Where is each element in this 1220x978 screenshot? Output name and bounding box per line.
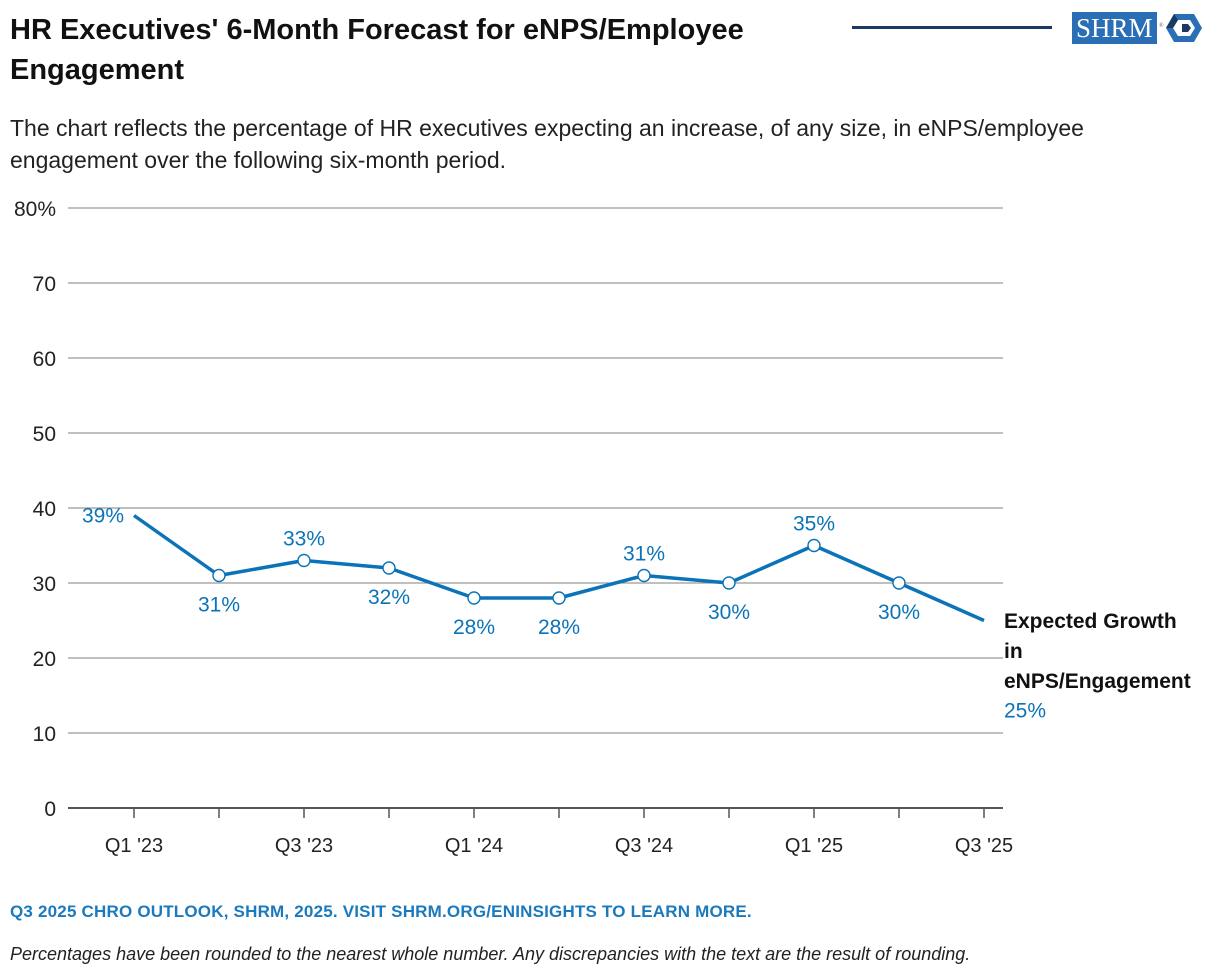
- x-tick-label: Q1 '24: [445, 835, 503, 857]
- x-tick-label: Q1 '25: [785, 835, 843, 857]
- shrm-logo: SHRM ®: [1072, 12, 1203, 44]
- series-line: [132, 514, 985, 623]
- data-label: 39%: [82, 505, 124, 528]
- data-label: 31%: [198, 594, 240, 617]
- data-point: [807, 538, 821, 553]
- grid-lines: [68, 207, 1003, 809]
- header-rule: [852, 26, 1052, 29]
- data-label: 25%: [1004, 700, 1046, 723]
- data-label: 35%: [793, 513, 835, 536]
- data-point: [297, 553, 311, 568]
- y-tick-label: 30: [33, 573, 56, 596]
- y-tick-label: 20: [33, 648, 56, 671]
- chart-subtitle: The chart reflects the percentage of HR …: [10, 115, 1084, 173]
- y-tick-label: 0: [44, 798, 56, 821]
- data-point: [467, 591, 481, 605]
- series-label: Expected Growth in eNPS/Engagement: [1004, 610, 1191, 693]
- chart-title: HR Executives' 6-Month Forecast for eNPS…: [10, 14, 744, 86]
- data-label: 33%: [283, 528, 325, 551]
- y-tick-label: 70: [33, 273, 56, 296]
- x-axis: Q1 '23 Q3 '23 Q1 '24 Q3 '24 Q1 '25 Q3 '25: [105, 808, 1013, 857]
- y-axis-ticks: 0 10 20 30 40 50 60 70 80%: [14, 198, 56, 821]
- x-tick-label: Q1 '23: [105, 835, 163, 857]
- y-tick-label: 80%: [14, 198, 56, 221]
- data-point: [382, 561, 396, 575]
- data-label: 28%: [538, 616, 580, 639]
- data-point: [892, 576, 906, 590]
- data-labels: 39% 31% 33% 32% 28% 28% 31% 30% 35% 30% 25%: [82, 505, 1046, 723]
- rounding-note: Percentages have been rounded to the nea…: [10, 944, 971, 964]
- data-label: 28%: [453, 616, 495, 639]
- data-label: 31%: [623, 543, 665, 566]
- data-point: [552, 591, 566, 605]
- data-points: [212, 538, 906, 605]
- x-tick-label: Q3 '25: [955, 835, 1013, 857]
- series-name-line: Expected Growth: [1004, 610, 1177, 633]
- shrm-emblem-icon: [1165, 14, 1202, 42]
- data-point: [637, 568, 651, 583]
- data-label: 30%: [878, 601, 920, 624]
- shrm-logo-text: SHRM: [1076, 13, 1153, 43]
- y-tick-label: 10: [33, 723, 56, 746]
- x-tick-label: Q3 '24: [615, 835, 673, 857]
- y-tick-label: 60: [33, 348, 56, 371]
- source-link[interactable]: Q3 2025 CHRO OUTLOOK, SHRM, 2025. VISIT …: [10, 902, 752, 921]
- x-tick-label: Q3 '23: [275, 835, 333, 857]
- data-point: [212, 568, 226, 583]
- y-tick-label: 40: [33, 498, 56, 521]
- y-tick-label: 50: [33, 423, 56, 446]
- series-name-line: eNPS/Engagement: [1004, 670, 1191, 693]
- series-name-line: in: [1004, 640, 1023, 663]
- shrm-wordmark: SHRM ®: [1072, 12, 1164, 44]
- data-point: [722, 576, 736, 590]
- series-path: [132, 514, 985, 623]
- line-chart: 0 10 20 30 40 50 60 70 80% Q1 '23 Q3 '23 Q1 '24 Q3 …: [14, 198, 1191, 857]
- data-label: 30%: [708, 601, 750, 624]
- data-label: 32%: [368, 586, 410, 609]
